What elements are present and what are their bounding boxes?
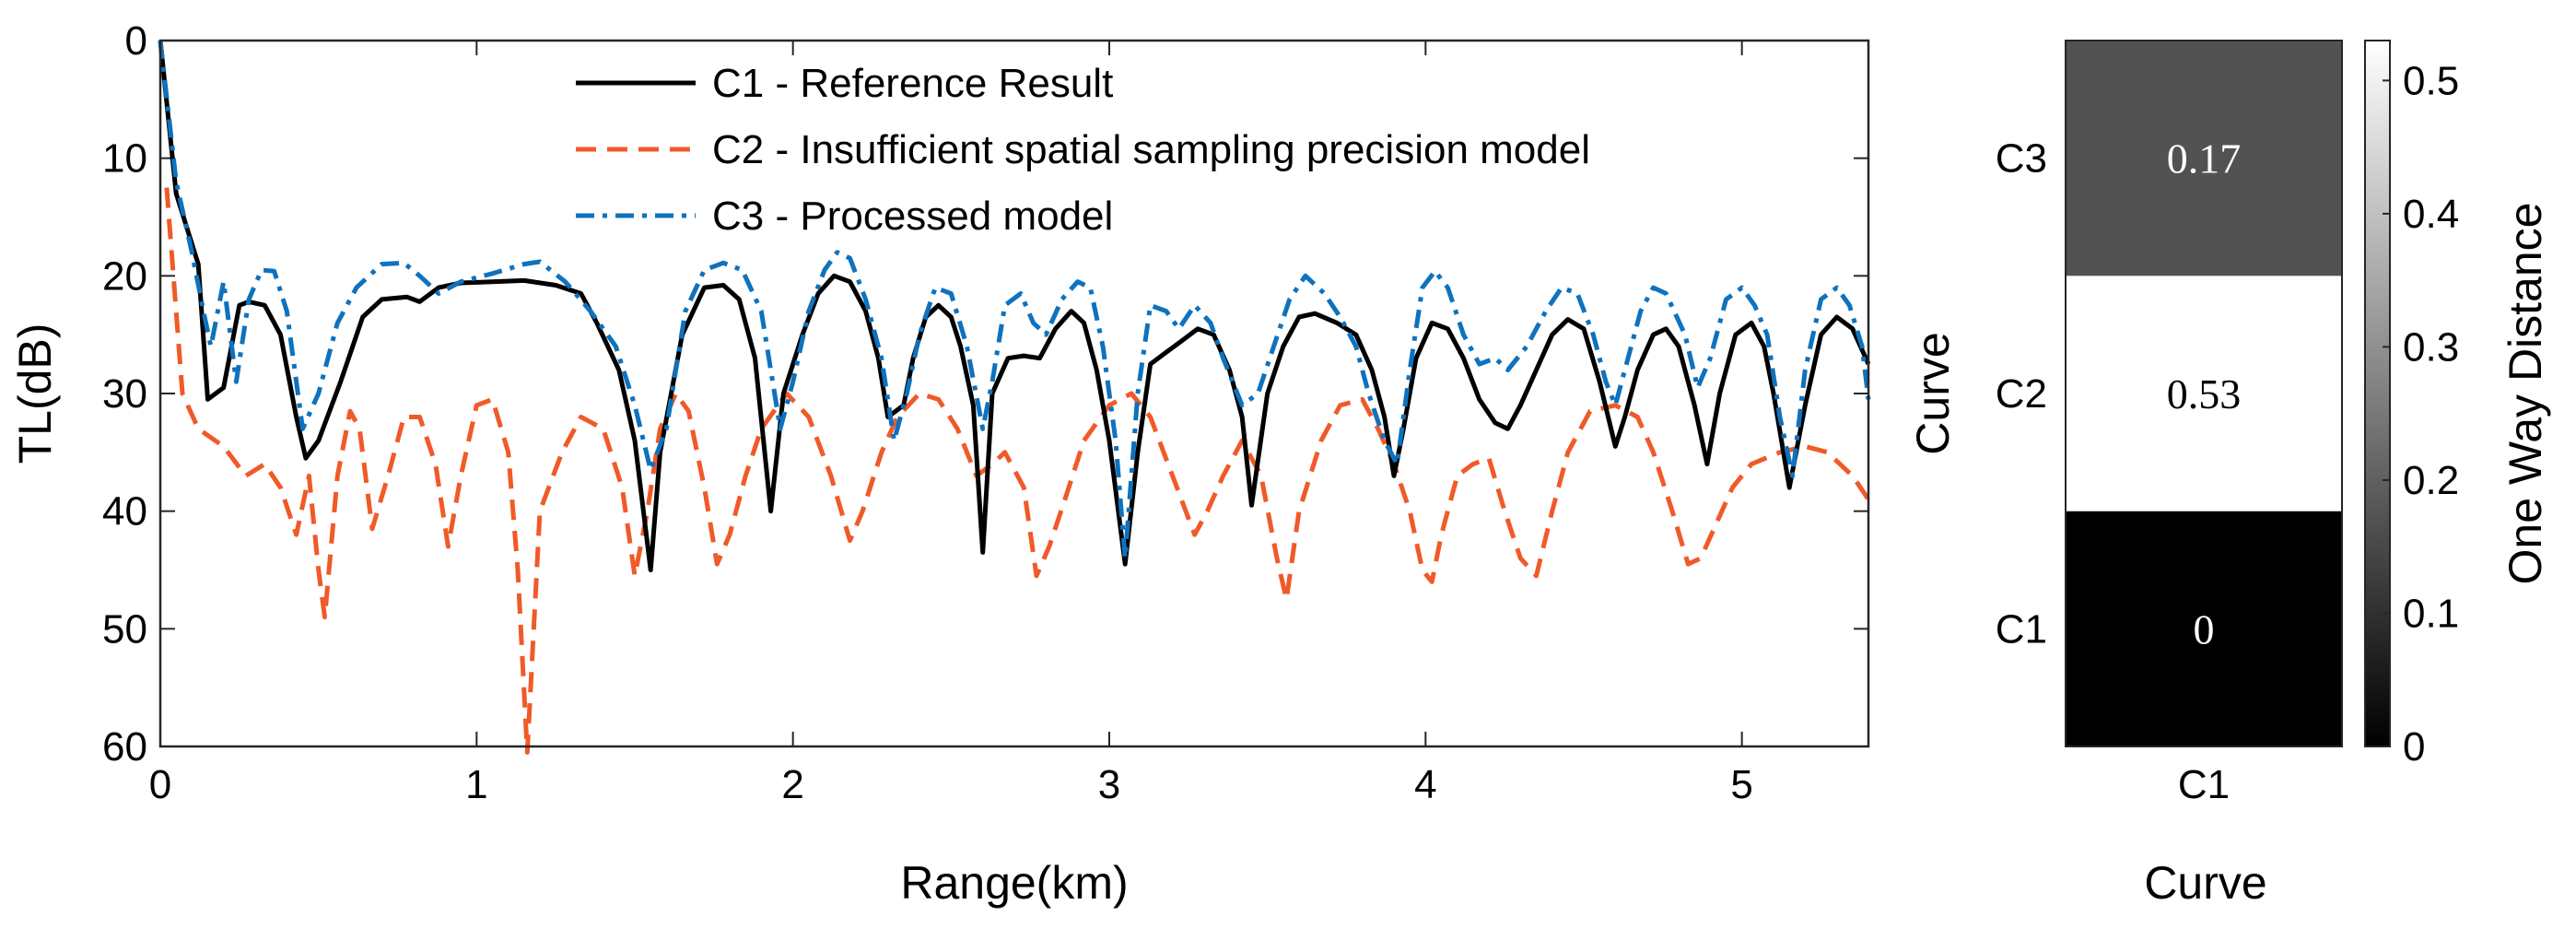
line-chart: 0 10 20 30 40 50 60 0 1 2 3 4 5 Range(km) TL(dB) C1… <box>9 18 1871 909</box>
heatmap-cell-c2 <box>2066 276 2342 511</box>
y-tick-label: 60 <box>102 724 147 769</box>
x-tick-label: 0 <box>149 762 171 807</box>
line-y-axis-label: TL(dB) <box>9 323 61 464</box>
y-tick-label: 30 <box>102 371 147 417</box>
y-tick-label: 40 <box>102 489 147 534</box>
heatmap-y-axis-label: Curve <box>1907 332 1959 454</box>
x-tick-label: 4 <box>1414 762 1436 807</box>
x-tick-label: 3 <box>1098 762 1120 807</box>
legend: C1 - Reference Result C2 - Insufficient s… <box>576 61 1590 239</box>
heatmap-x-tick-label: C1 <box>2178 762 2230 807</box>
heatmap-value-label: 0.53 <box>2167 370 2242 417</box>
line-plot-area <box>160 41 1868 746</box>
heatmap-cell-c1 <box>2066 511 2342 746</box>
heatmap-frame <box>2065 40 2343 747</box>
heatmap-value-label: 0 <box>2194 605 2215 652</box>
colorbar-tick-label: 0.3 <box>2403 324 2459 370</box>
heatmap-y-ticks: C1 C2 C3 <box>1996 136 2047 652</box>
colorbar-tick-label: 0 <box>2403 724 2425 769</box>
heatmap-y-tick-label: C1 <box>1996 606 2047 652</box>
colorbar-tick-label: 0.1 <box>2403 591 2459 636</box>
colorbar <box>2364 40 2391 747</box>
colorbar-tick-label: 0.5 <box>2403 58 2459 103</box>
x-tick-label: 2 <box>781 762 803 807</box>
heatmap-y-tick-label: C3 <box>1996 136 2047 182</box>
line-plot-frame <box>158 39 1870 748</box>
legend-label-c2: C2 - Insufficient spatial sampling preci… <box>712 127 1590 172</box>
legend-label-c1: C1 - Reference Result <box>712 61 1113 106</box>
y-tick-label: 0 <box>125 18 147 64</box>
series-line-c3 <box>158 40 1871 561</box>
y-tick-label: 20 <box>102 253 147 299</box>
colorbar-label: One Way Distance <box>2500 203 2551 585</box>
y-tick-label: 10 <box>102 136 147 182</box>
heatmap-x-axis-label: Curve <box>2144 857 2266 909</box>
heatmap-value-label: 0.17 <box>2167 135 2242 182</box>
line-x-axis-label: Range(km) <box>900 857 1128 909</box>
line-series-group <box>158 40 1871 755</box>
heatmap-cell-c3 <box>2066 41 2342 276</box>
heatmap-cells: 0 0.53 0.17 <box>2065 40 2343 747</box>
heatmap-y-tick-label: C2 <box>1996 371 2047 417</box>
y-tick-label: 50 <box>102 606 147 652</box>
heatmap-x-ticks: C1 <box>2178 762 2230 807</box>
colorbar-tick-label: 0.4 <box>2403 192 2459 237</box>
legend-label-c3: C3 - Processed model <box>712 194 1113 239</box>
x-tick-label: 5 <box>1730 762 1752 807</box>
line-y-ticks: 0 10 20 30 40 50 60 <box>102 18 1868 769</box>
colorbar-tick-label: 0.2 <box>2403 458 2459 503</box>
colorbar-ticks: 0 0.1 0.2 0.3 0.4 0.5 <box>2383 58 2459 769</box>
series-line-c1 <box>158 40 1871 572</box>
x-tick-label: 1 <box>465 762 487 807</box>
